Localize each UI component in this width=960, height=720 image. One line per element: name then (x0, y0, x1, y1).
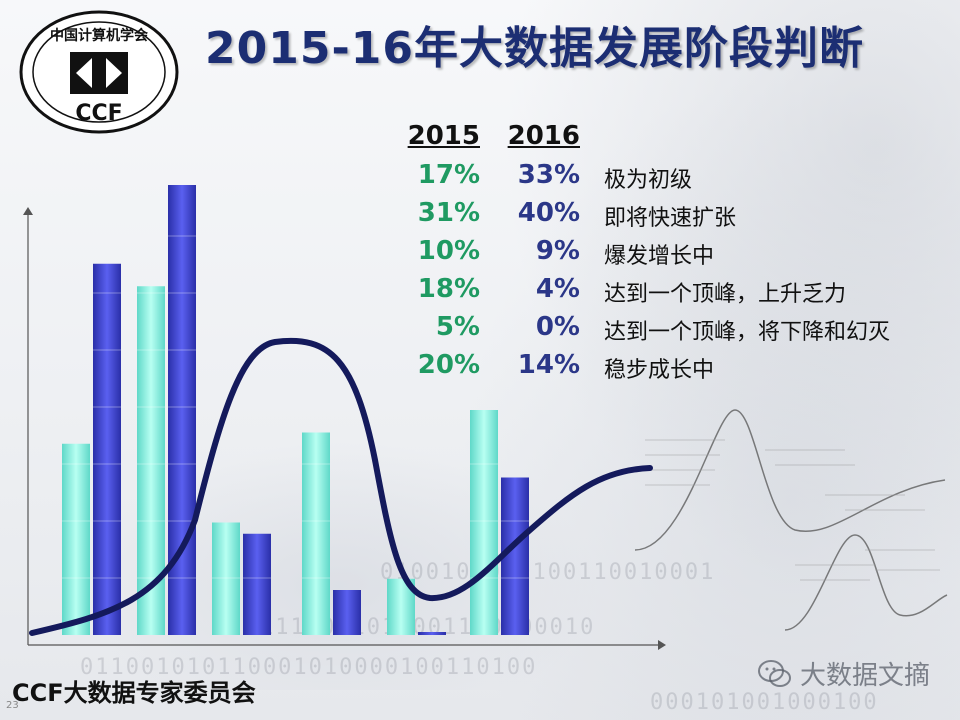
footer-text: CCF大数据专家委员会 (12, 679, 256, 707)
value-2015: 31% (417, 198, 480, 228)
value-2016: 33% (517, 160, 580, 190)
value-2016: 4% (535, 274, 580, 304)
value-2015: 10% (417, 236, 480, 266)
value-2015: 18% (417, 274, 480, 304)
table-row: 17% 33% 极为初级 (380, 160, 960, 198)
value-2015: 17% (417, 160, 480, 190)
bar-2016-3 (243, 533, 271, 635)
value-2016: 0% (535, 312, 580, 342)
bar-2016-4 (333, 590, 361, 635)
x-axis-arrow-icon (658, 640, 666, 650)
stage-label: 达到一个顶峰，将下降和幻灭 (604, 320, 891, 345)
value-2016: 14% (517, 350, 580, 380)
value-2016: 9% (535, 236, 580, 266)
table-row: 5% 0% 达到一个顶峰，将下降和幻灭 (380, 312, 960, 350)
bar-2015-6 (470, 410, 498, 635)
value-2015: 20% (417, 350, 480, 380)
logo-text: CCF (75, 101, 122, 126)
table-row: 18% 4% 达到一个顶峰，上升乏力 (380, 274, 960, 312)
watermark-text: 大数据文摘 (799, 661, 930, 691)
slide-number: 23 (6, 700, 19, 711)
stage-label: 达到一个顶峰，上升乏力 (604, 282, 847, 307)
bar-2016-5 (418, 632, 446, 635)
hype-cycle-curve (29, 338, 653, 636)
table-row: 20% 14% 稳步成长中 (380, 350, 960, 388)
table-row: 10% 9% 爆发增长中 (380, 236, 960, 274)
stage-label: 爆发增长中 (604, 244, 715, 269)
table-row: 31% 40% 即将快速扩张 (380, 198, 960, 236)
hype-cycle-background-icon (634, 409, 948, 631)
bar-2016-1 (93, 263, 121, 635)
table-header-2016: 2016 (507, 121, 580, 151)
stage-label: 稳步成长中 (604, 358, 715, 383)
value-2016: 40% (517, 198, 580, 228)
stage-label: 极为初级 (604, 168, 693, 193)
y-axis-arrow-icon (23, 207, 33, 215)
bar-2015-1 (62, 443, 90, 635)
ccf-logo-icon: 中国计算机学会 CCF (19, 10, 179, 134)
logo-ring-text: 中国计算机学会 (50, 27, 149, 44)
bar-2015-3 (212, 522, 240, 635)
slide-title: 2015-16年大数据发展阶段判断 (205, 23, 864, 74)
bar-2015-4 (302, 432, 330, 635)
table-header-2015: 2015 (407, 121, 480, 151)
wechat-icon (757, 659, 791, 687)
value-2015: 5% (435, 312, 480, 342)
watermark: 大数据文摘 (757, 655, 930, 692)
stage-label: 即将快速扩张 (604, 206, 737, 231)
